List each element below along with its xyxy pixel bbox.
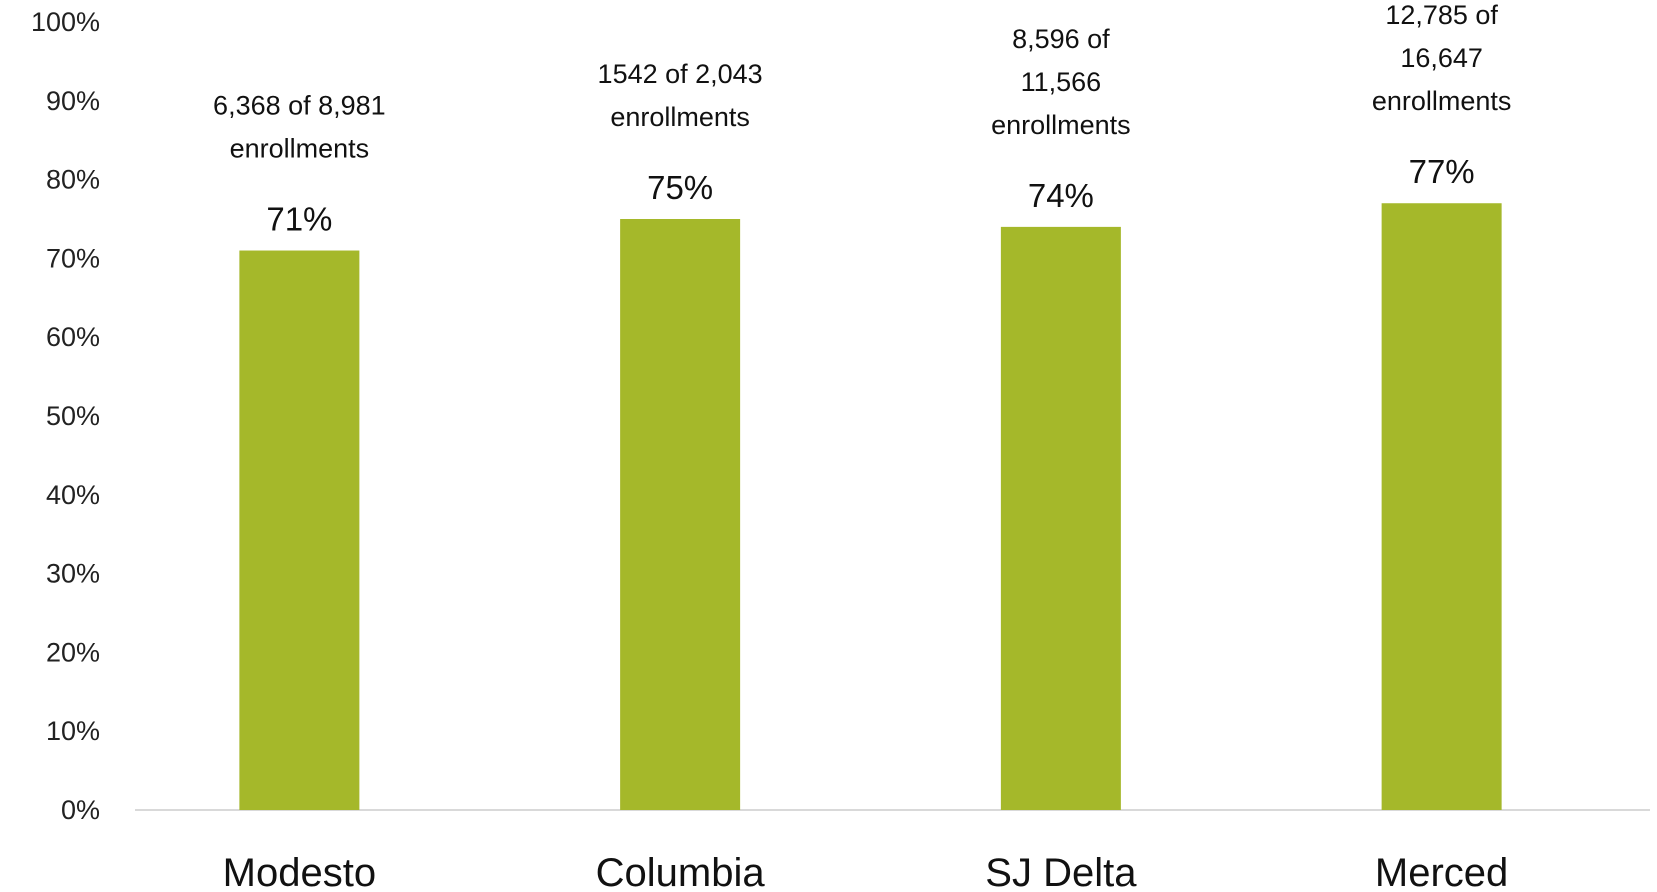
bar [239,250,360,810]
y-tick-label: 20% [46,637,100,667]
annotation-line: 11,566 [1021,67,1102,97]
bar [1381,203,1502,811]
bar [620,219,741,810]
annotation-line: enrollments [610,102,750,132]
annotation-line: 16,647 [1400,43,1483,73]
y-tick-label: 100% [31,7,100,37]
enrollment-annotation: 1542 of 2,043 enrollments [598,59,763,132]
y-tick-label: 60% [46,322,100,352]
annotation-line: enrollments [1372,86,1512,116]
x-category-label: Modesto [223,851,376,892]
data-label: 75% [647,169,713,206]
x-category-label: Columbia [596,851,766,892]
annotations-group: 6,368 of 8,981 enrollments 1542 of 2,043 en… [213,0,1511,163]
y-tick-label: 10% [46,716,100,746]
enrollment-annotation: 6,368 of 8,981 enrollments [213,91,386,164]
annotation-line: 6,368 of 8,981 [213,91,386,121]
y-tick-label: 0% [61,795,100,825]
category-labels-group: Modesto Columbia SJ Delta Merced [223,851,1509,892]
y-tick-label: 80% [46,165,100,195]
value-labels-group: 71% 75% 74% 77% [266,153,1474,237]
annotation-line: 12,785 of [1385,0,1498,30]
y-tick-label: 30% [46,559,100,589]
bar [1000,226,1121,810]
data-label: 71% [266,201,332,238]
y-tick-label: 50% [46,401,100,431]
annotation-line: enrollments [230,134,370,164]
data-label: 74% [1028,177,1094,214]
annotation-line: enrollments [991,110,1131,140]
data-label: 77% [1409,153,1475,190]
y-tick-label: 40% [46,480,100,510]
annotation-line: 1542 of 2,043 [598,59,763,89]
enrollment-annotation: 8,596 of 11,566 enrollments [991,24,1131,140]
y-tick-label: 70% [46,243,100,273]
bars-group [239,203,1502,811]
y-axis-ticks: 0% 10% 20% 30% 40% 50% 60% 70% 80% 90% 100% [31,7,100,825]
y-tick-label: 90% [46,86,100,116]
enrollment-annotation: 12,785 of 16,647 enrollments [1372,0,1512,116]
x-category-label: SJ Delta [985,851,1137,892]
annotation-line: 8,596 of [1012,24,1110,54]
x-category-label: Merced [1375,851,1508,892]
